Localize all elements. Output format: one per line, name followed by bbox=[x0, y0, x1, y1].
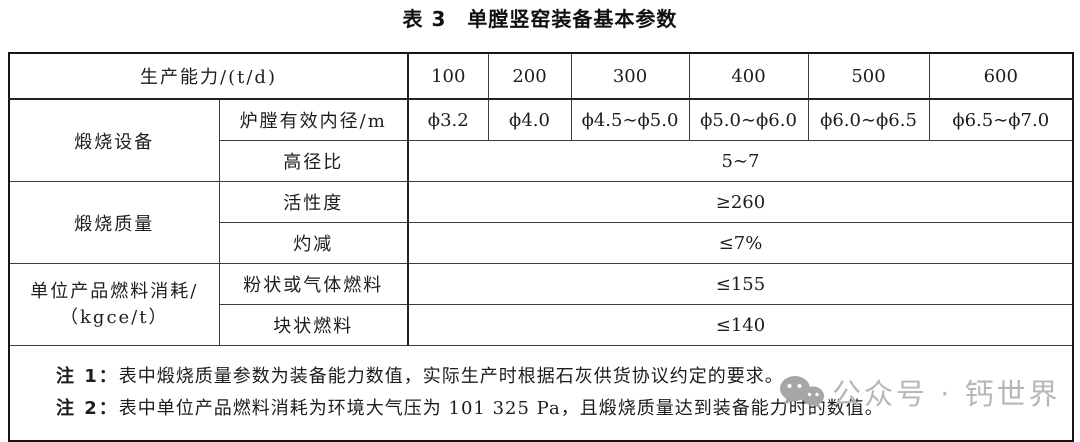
value-cell: ϕ4.0 bbox=[487, 98, 572, 141]
span-value-cell: 5∼7 bbox=[407, 140, 1074, 182]
capacity-value-cell: 400 bbox=[688, 52, 809, 100]
span-value-cell: ≤7% bbox=[407, 222, 1074, 264]
group-label-fuel-consumption: 单位产品燃料消耗/ （kgce/t） bbox=[8, 263, 220, 346]
capacity-value-cell: 200 bbox=[487, 52, 572, 100]
watermark: 公众号 · 钙世界 bbox=[779, 371, 1061, 413]
value-cell: ϕ3.2 bbox=[407, 98, 489, 141]
powder-gas-fuel-row: 单位产品燃料消耗/ （kgce/t） 粉状或气体燃料 ≤155 bbox=[8, 263, 1074, 346]
watermark-text: 公众号 · 钙世界 bbox=[832, 377, 1061, 411]
group-label-line2: （kgce/t） bbox=[60, 306, 169, 328]
param-name-cell: 高径比 bbox=[218, 140, 409, 182]
group-label-equipment: 煅烧设备 bbox=[8, 98, 220, 182]
capacity-header-row: 生产能力/(t/d) 100 200 300 400 500 600 bbox=[8, 52, 1074, 100]
param-name-cell: 块状燃料 bbox=[218, 304, 409, 346]
group-label-quality: 煅烧质量 bbox=[8, 181, 220, 264]
note-text: 表中单位产品燃料消耗为环境大气压为 101 325 Pa，且煅烧质量达到装备能力… bbox=[118, 398, 884, 419]
capacity-value-cell: 500 bbox=[807, 52, 930, 100]
activity-row: 煅烧质量 活性度 ≥260 bbox=[8, 181, 1074, 264]
table-title: 表 3 单膛竖窑装备基本参数 bbox=[402, 7, 678, 31]
note-text: 表中煅烧质量参数为装备能力数值，实际生产时根据石灰供货协议约定的要求。 bbox=[118, 366, 784, 387]
wechat-icon bbox=[780, 376, 824, 409]
param-name-cell: 灼减 bbox=[218, 222, 409, 264]
note-line-1: 注 1：表中煅烧质量参数为装备能力数值，实际生产时根据石灰供货协议约定的要求。 bbox=[56, 361, 1054, 393]
parameters-table: 生产能力/(t/d) 100 200 300 400 500 600 煅烧设备 … bbox=[8, 52, 1074, 442]
value-cell: ϕ5.0∼ϕ6.0 bbox=[688, 98, 809, 141]
capacity-header-label: 生产能力/(t/d) bbox=[8, 52, 409, 100]
param-name-cell: 粉状或气体燃料 bbox=[218, 263, 409, 305]
notes-cell: 注 1：表中煅烧质量参数为装备能力数值，实际生产时根据石灰供货协议约定的要求。 … bbox=[8, 345, 1074, 442]
capacity-value-cell: 300 bbox=[570, 52, 690, 100]
value-cell: ϕ6.0∼ϕ6.5 bbox=[807, 98, 930, 141]
note-label: 注 2： bbox=[56, 398, 119, 419]
lump-fuel-row: 块状燃料 ≤140 bbox=[9, 304, 1074, 346]
notes-row: 注 1：表中煅烧质量参数为装备能力数值，实际生产时根据石灰供货协议约定的要求。 … bbox=[8, 345, 1074, 442]
value-cell: ϕ4.5∼ϕ5.0 bbox=[570, 98, 690, 141]
ignition-loss-row: 灼减 ≤7% bbox=[9, 222, 1074, 264]
span-value-cell: ≤140 bbox=[407, 304, 1074, 346]
capacity-value-cell: 600 bbox=[928, 52, 1074, 100]
inner-diameter-row: 煅烧设备 炉膛有效内径/m ϕ3.2 ϕ4.0 ϕ4.5∼ϕ5.0 ϕ5.0∼ϕ… bbox=[8, 98, 1074, 182]
note-label: 注 1： bbox=[56, 366, 119, 387]
capacity-value-cell: 100 bbox=[407, 52, 489, 100]
note-line-2: 注 2：表中单位产品燃料消耗为环境大气压为 101 325 Pa，且煅烧质量达到… bbox=[56, 393, 1054, 425]
param-name-cell: 炉膛有效内径/m bbox=[218, 98, 409, 141]
value-cell: ϕ6.5∼ϕ7.0 bbox=[928, 98, 1074, 141]
span-value-cell: ≥260 bbox=[407, 181, 1074, 223]
span-value-cell: ≤155 bbox=[407, 263, 1074, 305]
param-name-cell: 活性度 bbox=[218, 181, 409, 223]
group-label-line1: 单位产品燃料消耗/ bbox=[30, 280, 199, 302]
